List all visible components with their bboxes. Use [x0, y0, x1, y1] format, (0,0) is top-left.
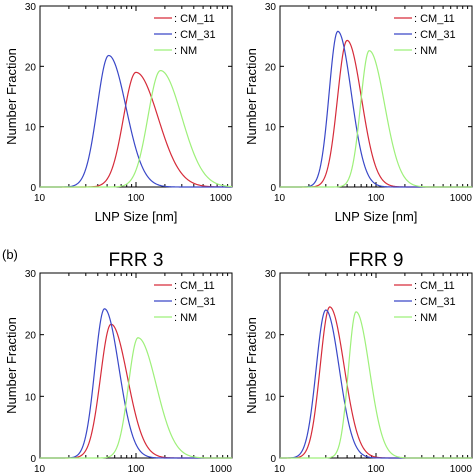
x-tick-label: 10: [274, 464, 286, 474]
y-tick-label: 10: [25, 123, 37, 134]
y-tick-label: 30: [25, 269, 37, 280]
x-tick-label: 1000: [450, 464, 473, 474]
legend-label: : NM: [174, 45, 197, 57]
legend-label: : CM_31: [414, 29, 456, 41]
y-tick-label: 10: [25, 392, 37, 403]
x-tick-label: 1000: [450, 193, 473, 204]
legend-label: : NM: [414, 45, 437, 57]
y-axis-label: Number Fraction: [244, 48, 259, 145]
legend-label: : CM_31: [174, 296, 216, 308]
y-tick-label: 20: [25, 331, 37, 342]
series-line-nm: [40, 337, 232, 459]
chart-title: FRR 3: [109, 250, 164, 271]
y-tick-label: 10: [265, 123, 277, 134]
legend-label: : CM_11: [174, 13, 215, 25]
y-tick-label: 20: [25, 62, 37, 73]
x-tick-label: 10: [34, 193, 46, 204]
x-tick-label: 10: [34, 464, 46, 474]
series-line-cm-11: [40, 323, 232, 459]
legend-label: : CM_31: [174, 29, 216, 41]
y-tick-label: 0: [30, 183, 36, 194]
x-tick-label: 1000: [210, 193, 233, 204]
series-line-cm-31: [40, 308, 232, 459]
series-line-nm: [40, 69, 233, 188]
series-line-cm-11: [280, 306, 472, 459]
y-axis-label: Number Fraction: [244, 317, 259, 414]
x-axis-label: LNP Size [nm]: [335, 209, 418, 224]
series-line-cm-31: [40, 54, 232, 188]
x-tick-label: 100: [128, 464, 145, 474]
series-line-nm: [280, 311, 472, 459]
y-tick-label: 30: [265, 2, 277, 13]
legend-label: : CM_11: [174, 280, 215, 292]
x-tick-label: 1000: [210, 464, 233, 474]
y-tick-label: 20: [265, 62, 277, 73]
y-tick-label: 10: [265, 392, 277, 403]
series-line-nm: [280, 50, 472, 188]
y-axis-label: Number Fraction: [4, 48, 19, 145]
y-tick-label: 20: [265, 331, 277, 342]
x-tick-label: 100: [368, 193, 385, 204]
legend-label: : NM: [414, 312, 437, 324]
series-line-cm-31: [280, 309, 472, 459]
y-tick-label: 0: [270, 454, 276, 465]
legend-label: : CM_31: [414, 296, 456, 308]
y-tick-label: 30: [25, 2, 37, 13]
y-tick-label: 0: [270, 183, 276, 194]
series-line-cm-31: [280, 30, 472, 188]
y-tick-label: 0: [30, 454, 36, 465]
legend-label: : NM: [174, 312, 197, 324]
chart-title: FRR 9: [349, 250, 404, 271]
x-axis-label: LNP Size [nm]: [95, 209, 178, 224]
x-tick-label: 100: [128, 193, 145, 204]
section-label: (b): [2, 247, 18, 262]
legend-label: : CM_11: [414, 13, 455, 25]
legend-label: : CM_11: [414, 280, 455, 292]
x-tick-label: 100: [368, 464, 385, 474]
y-axis-label: Number Fraction: [4, 317, 19, 414]
x-tick-label: 10: [274, 193, 286, 204]
y-tick-label: 30: [265, 269, 277, 280]
